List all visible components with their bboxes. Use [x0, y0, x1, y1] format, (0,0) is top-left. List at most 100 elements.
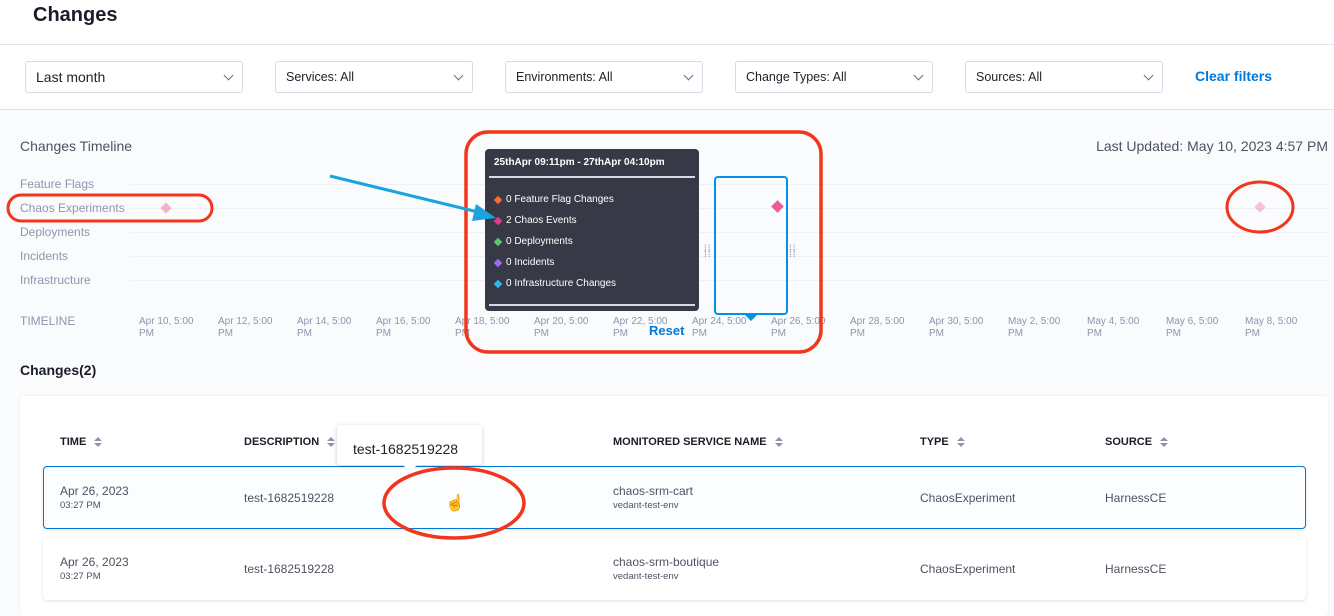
tooltip-item-label: 0 Deployments: [506, 236, 573, 247]
timeline-tick-label: May 2, 5:00 PM: [1008, 316, 1061, 339]
brush-right-handle-icon[interactable]: ⁞⁞ ⁞⁞: [789, 244, 797, 260]
column-header-label: SOURCE: [1105, 436, 1153, 448]
column-header[interactable]: SOURCE: [1105, 436, 1169, 448]
timeline-tick-label: Apr 20, 5:00 PM: [534, 316, 589, 339]
annotation-arrowhead: [472, 204, 496, 221]
timeline-gridline: [130, 256, 1330, 257]
timeline-row-label: Chaos Experiments: [20, 201, 125, 215]
row-service: chaos-srm-cart: [613, 484, 694, 498]
timeline-gridline: [130, 184, 1330, 185]
annotation-box: [464, 130, 823, 354]
timeline-tick-label: Apr 30, 5:00 PM: [929, 316, 984, 339]
hand-cursor-icon: ☝: [445, 495, 465, 512]
timeline-gridline: [130, 208, 1330, 209]
change-types-dropdown[interactable]: Change Types: All: [735, 61, 933, 93]
row-source: HarnessCE: [1105, 562, 1167, 576]
page-title: Changes: [33, 4, 118, 26]
page-header: [0, 0, 1334, 45]
timeline-row-label: Deployments: [20, 225, 91, 239]
sort-icon[interactable]: [327, 437, 336, 447]
time-range-value: Last month: [36, 69, 106, 85]
divider: [489, 176, 695, 178]
column-header[interactable]: TYPE: [920, 436, 965, 448]
tooltip-item: 0 Infrastructure Changes: [493, 278, 617, 289]
annotation-circle: [6, 193, 214, 223]
sort-icon[interactable]: [1160, 437, 1169, 447]
timeline-row-label: Incidents: [20, 249, 69, 263]
tooltip-item-label: 0 Infrastructure Changes: [506, 278, 617, 289]
row-date: Apr 26, 2023: [60, 555, 129, 569]
timeline-tick-label: Apr 22, 5:00 PM: [613, 316, 668, 339]
row-description: test-1682519228: [244, 491, 335, 505]
environments-dropdown[interactable]: Environments: All: [505, 61, 703, 93]
row-time: 03:27 PM: [60, 500, 101, 511]
tooltip-item: 0 Deployments: [493, 236, 573, 247]
timeline-tick-label: Apr 10, 5:00 PM: [139, 316, 194, 339]
row-type: ChaosExperiment: [920, 562, 1016, 576]
changes-heading: Changes(2): [20, 362, 97, 378]
tooltip-item: 0 Incidents: [493, 257, 555, 268]
tooltip-header: 25thApr 09:11pm - 27thApr 04:10pm: [494, 157, 665, 168]
brush-left-handle-icon[interactable]: ⁞⁞ ⁞⁞: [704, 244, 712, 260]
tooltip-item: 0 Feature Flag Changes: [493, 194, 614, 205]
timeline-gridline: [130, 280, 1330, 281]
timeline-tick-label: Apr 28, 5:00 PM: [850, 316, 905, 339]
sort-icon[interactable]: [94, 437, 103, 447]
tooltip-item-label: 0 Incidents: [506, 257, 555, 268]
annotation-arrow: [329, 174, 483, 215]
time-range-dropdown[interactable]: Last month: [25, 61, 243, 93]
column-header-label: TIME: [60, 436, 87, 448]
tooltip-item-label: 0 Feature Flag Changes: [506, 194, 614, 205]
tooltip-item: 2 Chaos Events: [493, 215, 577, 226]
divider: [489, 304, 695, 306]
table-row[interactable]: [43, 466, 1306, 529]
timeline-tick-label: May 6, 5:00 PM: [1166, 316, 1219, 339]
change-types-value: Change Types: All: [746, 70, 847, 84]
timeline-tick-label: Apr 12, 5:00 PM: [218, 316, 273, 339]
tooltip-pointer: [403, 465, 417, 472]
column-header[interactable]: MONITORED SERVICE NAME: [613, 436, 783, 448]
sources-value: Sources: All: [976, 70, 1043, 84]
timeline-tooltip: 25thApr 09:11pm - 27thApr 04:10pm 0 Feat…: [485, 149, 699, 311]
row-env: vedant-test-env: [613, 500, 679, 511]
row-description: test-1682519228: [244, 562, 335, 576]
timeline-tick-label: Apr 18, 5:00 PM: [455, 316, 510, 339]
row-source: HarnessCE: [1105, 491, 1167, 505]
environments-value: Environments: All: [516, 70, 613, 84]
reset-button[interactable]: Reset: [649, 323, 685, 338]
annotation-circle: [1225, 180, 1295, 234]
column-header-label: TYPE: [920, 436, 949, 448]
services-dropdown[interactable]: Services: All: [275, 61, 473, 93]
timeline-axis-label: TIMELINE: [20, 314, 76, 328]
timeline-title: Changes Timeline: [20, 138, 133, 154]
sort-icon[interactable]: [774, 437, 783, 447]
timeline-tick-label: Apr 16, 5:00 PM: [376, 316, 431, 339]
timeline-row-label: Infrastructure: [20, 273, 91, 287]
timeline-tick-label: Apr 14, 5:00 PM: [297, 316, 352, 339]
sources-dropdown[interactable]: Sources: All: [965, 61, 1163, 93]
clear-filters-link[interactable]: Clear filters: [1195, 68, 1273, 84]
row-time: 03:27 PM: [60, 571, 101, 582]
timeline-row-label: Feature Flags: [20, 177, 95, 191]
description-tooltip: test-1682519228: [337, 425, 482, 465]
row-service: chaos-srm-boutique: [613, 555, 720, 569]
brush-pointer: [743, 313, 759, 321]
row-date: Apr 26, 2023: [60, 484, 129, 498]
services-value: Services: All: [286, 70, 355, 84]
tooltip-item-label: 2 Chaos Events: [506, 215, 577, 226]
column-header-label: DESCRIPTION: [244, 436, 320, 448]
column-header[interactable]: TIME: [60, 436, 103, 448]
timeline-tick-label: May 4, 5:00 PM: [1087, 316, 1140, 339]
timeline-tick-label: Apr 24, 5:00 PM: [692, 316, 747, 339]
column-header-label: MONITORED SERVICE NAME: [613, 436, 767, 448]
last-updated: Last Updated: May 10, 2023 4:57 PM: [1096, 138, 1328, 154]
table-row[interactable]: [43, 537, 1306, 600]
row-type: ChaosExperiment: [920, 491, 1016, 505]
annotation-circle: [382, 466, 526, 540]
timeline-tick-label: May 8, 5:00 PM: [1245, 316, 1298, 339]
timeline-tick-label: Apr 26, 5:00 PM: [771, 316, 826, 339]
sort-icon[interactable]: [956, 437, 965, 447]
row-env: vedant-test-env: [613, 571, 679, 582]
column-header[interactable]: DESCRIPTION: [244, 436, 336, 448]
